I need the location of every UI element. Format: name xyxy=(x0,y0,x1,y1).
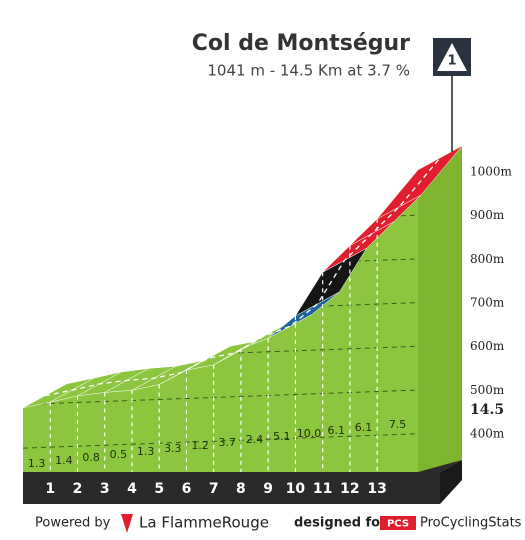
gradient-label: 7.5 xyxy=(389,418,407,431)
x-tick-label: 8 xyxy=(236,481,246,497)
x-tick-label: 3 xyxy=(100,481,110,497)
x-tick-label: 13 xyxy=(367,481,386,497)
gradient-label: 3.7 xyxy=(219,436,237,449)
y-tick-label: 800m xyxy=(470,252,505,266)
y-tick-label: 900m xyxy=(470,208,505,222)
x-tick-label: 10 xyxy=(286,481,306,497)
x-tick-label: 4 xyxy=(127,481,137,497)
grid-line xyxy=(23,169,418,187)
x-tick-label: 6 xyxy=(182,481,192,497)
pcs-logo xyxy=(380,516,416,530)
footer-pcs: PCS xyxy=(387,519,409,530)
x-tick-label: 2 xyxy=(73,481,83,497)
y-tick-label: 600m xyxy=(470,339,505,353)
x-tick-label: 5 xyxy=(154,481,164,497)
y-tick-label: 400m xyxy=(470,427,505,441)
flamme-logo xyxy=(121,514,133,533)
grid-line xyxy=(23,387,418,405)
base-band xyxy=(23,472,440,504)
gradient-label: 6.1 xyxy=(328,424,346,437)
center-line xyxy=(44,157,441,397)
x-tick-label: 7 xyxy=(209,481,219,497)
y-tick-label: 1000m xyxy=(470,164,513,178)
chart-subtitle: 1041 m - 14.5 Km at 3.7 % xyxy=(207,62,410,80)
grid-line xyxy=(23,431,418,449)
x-tick-label: 9 xyxy=(263,481,273,497)
gradient-label: 1.3 xyxy=(137,445,155,458)
y-tick-label: 500m xyxy=(470,383,505,397)
x-tick-label: 14.5 xyxy=(470,402,504,418)
profile-right xyxy=(418,145,462,473)
gradient-label: 2.4 xyxy=(246,433,264,446)
x-tick-label: 12 xyxy=(340,481,359,497)
footer-pcs-name: ProCyclingStats xyxy=(420,516,522,531)
category-badge: 1 xyxy=(447,54,456,69)
footer-powered: Powered by xyxy=(35,516,111,531)
footer-designed: designed for xyxy=(294,516,387,531)
gradient-label: 10.0 xyxy=(297,427,322,440)
base-band-right xyxy=(440,460,462,504)
gradient-label: 6.1 xyxy=(355,421,373,434)
gradient-label: 1.4 xyxy=(55,454,73,467)
x-tick-label: 11 xyxy=(313,481,332,497)
footer-brand: La FlammeRouge xyxy=(139,514,269,532)
gradient-label: 1.2 xyxy=(191,439,209,452)
y-tick-label: 700m xyxy=(470,296,505,310)
profile-front xyxy=(23,169,418,473)
gradient-label: 3.3 xyxy=(164,442,182,455)
gradient-label: 1.3 xyxy=(28,457,46,470)
category-badge-triangle xyxy=(437,43,467,71)
gradient-label: 5.1 xyxy=(273,430,291,443)
gradient-label: 0.5 xyxy=(110,448,128,461)
gradient-label: 0.8 xyxy=(82,451,100,464)
chart-title: Col de Montségur xyxy=(192,31,410,56)
x-tick-label: 1 xyxy=(45,481,55,497)
